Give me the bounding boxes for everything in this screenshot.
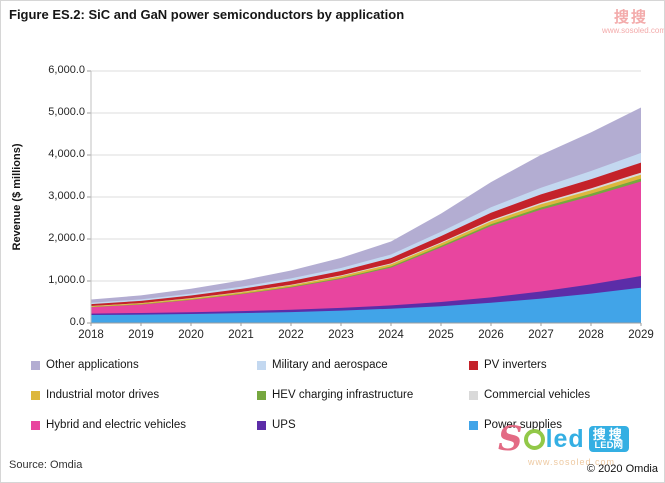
watermark-bulb-icon (523, 428, 545, 450)
watermark-top-url-text: www.sosoled.com (602, 26, 665, 36)
legend-item-industrial-motor-drives: Industrial motor drives (31, 389, 159, 401)
legend-label: Industrial motor drives (46, 389, 160, 401)
legend-label: UPS (272, 419, 296, 431)
legend-swatch-icon (257, 390, 266, 400)
y-tick-label: 4,000.0 (48, 148, 85, 160)
legend-swatch-icon (257, 360, 266, 370)
legend-swatch-icon (31, 390, 40, 400)
y-tick-label: 1,000.0 (48, 274, 85, 286)
legend-swatch-icon (469, 390, 478, 400)
legend-item-military-and-aerospace: Military and aerospace (257, 359, 388, 371)
legend-item-pv-inverters: PV inverters (469, 359, 547, 371)
copyright-note: © 2020 Omdia (586, 463, 658, 475)
legend-label: Power supplies (484, 419, 562, 431)
legend-label: HEV charging infrastructure (272, 389, 414, 401)
x-tick-label: 2026 (478, 329, 504, 341)
legend-swatch-icon (31, 360, 40, 370)
watermark-badge-line2: LED网 (594, 440, 623, 452)
watermark-blue-badge: 搜搜 LED网 (588, 425, 629, 453)
watermark-top-right: 搜搜 www.sosoled.com (602, 9, 665, 36)
watermark-bottom-url-text: www.sosoled.com (528, 457, 616, 467)
legend-item-other-applications: Other applications (31, 359, 139, 371)
chart-canvas (87, 70, 642, 326)
legend-swatch-icon (469, 420, 478, 430)
legend-swatch-icon (469, 360, 478, 370)
x-tick-label: 2025 (428, 329, 454, 341)
legend-label: Other applications (46, 359, 139, 371)
legend-item-commercial-vehicles: Commercial vehicles (469, 389, 590, 401)
legend-swatch-icon (257, 420, 266, 430)
x-tick-label: 2021 (228, 329, 254, 341)
legend-swatch-icon (31, 420, 40, 430)
legend-item-hybrid-and-electric-vehicles: Hybrid and electric vehicles (31, 419, 186, 431)
y-tick-label: 5,000.0 (48, 106, 85, 118)
legend-label: Commercial vehicles (484, 389, 591, 401)
watermark-bottom-right: S led 搜搜 LED网 www.sosoled.com (498, 419, 662, 476)
area-series-power-supplies (91, 287, 641, 323)
x-tick-label: 2028 (578, 329, 604, 341)
y-tick-label: 0.0 (69, 316, 85, 328)
watermark-logo-led-text: led (545, 424, 585, 453)
x-tick-label: 2022 (278, 329, 304, 341)
figure-title: Figure ES.2: SiC and GaN power semicondu… (9, 7, 405, 22)
source-note: Source: Omdia (9, 459, 83, 471)
y-tick-label: 3,000.0 (48, 190, 85, 202)
area-series-hybrid-and-electric-vehicles (91, 181, 641, 323)
watermark-badge-line1: 搜搜 (592, 426, 625, 442)
y-axis-title: Revenue ($ millions) (11, 143, 23, 251)
legend-item-power-supplies: Power supplies (469, 419, 562, 431)
x-tick-label: 2027 (528, 329, 554, 341)
y-tick-label: 2,000.0 (48, 232, 85, 244)
watermark-top-cn-text: 搜搜 (613, 9, 648, 26)
x-tick-label: 2018 (78, 329, 104, 341)
x-tick-label: 2024 (378, 329, 404, 341)
x-tick-label: 2019 (128, 329, 154, 341)
legend-item-hev-charging-infrastructure: HEV charging infrastructure (257, 389, 413, 401)
watermark-logo-s: S (498, 419, 523, 459)
legend-item-ups: UPS (257, 419, 296, 431)
watermark-logo-oled: led (523, 424, 585, 453)
legend-label: Military and aerospace (272, 359, 388, 371)
legend-label: PV inverters (484, 359, 547, 371)
x-tick-label: 2020 (178, 329, 204, 341)
x-tick-label: 2029 (628, 329, 654, 341)
y-tick-label: 6,000.0 (48, 64, 85, 76)
x-tick-label: 2023 (328, 329, 354, 341)
legend-label: Hybrid and electric vehicles (46, 419, 186, 431)
